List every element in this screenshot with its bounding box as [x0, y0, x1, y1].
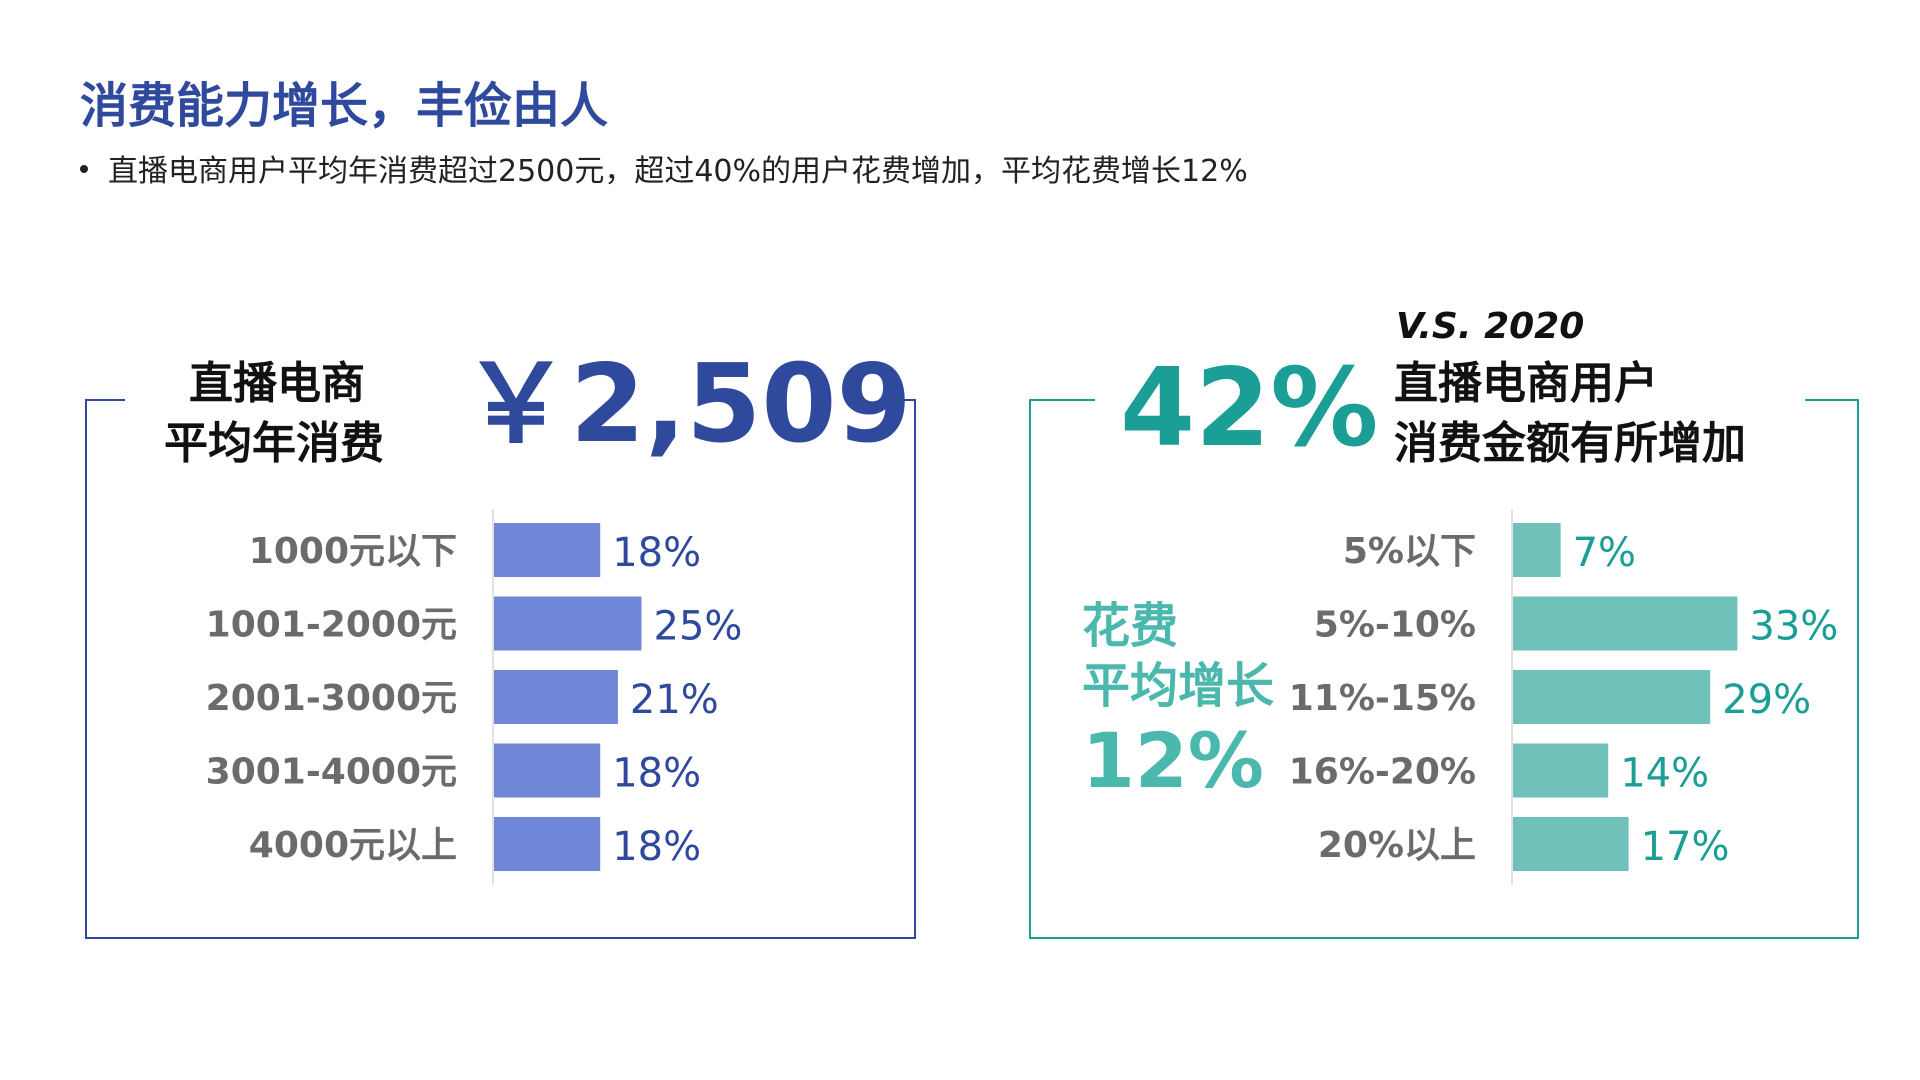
right-bar-5	[1513, 817, 1629, 871]
left-bar-2	[494, 596, 642, 651]
right-bar-3	[1513, 670, 1711, 724]
left-value-label-1: 18%	[612, 530, 701, 576]
summary-bullet: 直播电商用户平均年消费超过2500元，超过40%的用户花费增加，平均花费增长12…	[80, 146, 1248, 190]
left-category-label-4: 3001-4000元	[206, 752, 457, 793]
left-bar-5	[494, 817, 601, 871]
left-category-label-5: 4000元以上	[249, 825, 457, 866]
average-growth-value: 12%	[1082, 716, 1264, 805]
vs-year-label: V.S. 2020	[1396, 306, 1585, 347]
left-value-label-3: 21%	[630, 677, 719, 723]
right-panel-frame	[1029, 399, 1859, 939]
average-growth-line2: 平均增长	[1082, 658, 1275, 714]
left-heading-line2: 平均年消费	[164, 418, 384, 469]
summary-text: 直播电商用户平均年消费超过2500元，超过40%的用户花费增加，平均花费增长12…	[108, 154, 1248, 189]
average-growth-note: 花费 平均增长 12%	[1082, 596, 1274, 806]
right-category-label-5: 20%以上	[1318, 825, 1476, 866]
right-bar-1	[1513, 523, 1561, 577]
right-value-label-4: 14%	[1620, 751, 1709, 797]
left-panel-frame	[85, 399, 916, 939]
left-bar-4	[494, 743, 601, 798]
left-heading-line1: 直播电商	[189, 358, 365, 409]
right-category-label-4: 16%-20%	[1289, 752, 1476, 793]
right-category-label-2: 5%-10%	[1314, 605, 1476, 646]
right-value-label-1: 7%	[1573, 530, 1636, 576]
page-title: 消费能力增长，丰俭由人	[80, 78, 609, 134]
average-spending-value: ￥2,509	[462, 342, 912, 467]
right-increase-bar-chart: 5%以下 7% 5%-10% 33% 11%-15% 29% 16%-20% 14% 20%以上…	[1289, 509, 1838, 885]
left-spending-bar-chart: 1000元以下 18% 1001-2000元 25% 2001-3000元 21% 3001…	[206, 509, 743, 885]
right-heading-line2: 消费金额有所增加	[1394, 418, 1746, 469]
left-heading: 直播电商 平均年消费	[164, 354, 384, 474]
right-value-label-3: 29%	[1722, 677, 1811, 723]
left-value-label-4: 18%	[612, 751, 701, 797]
right-bar-4	[1513, 743, 1609, 798]
right-value-label-5: 17%	[1641, 824, 1730, 870]
left-category-label-3: 2001-3000元	[206, 678, 457, 719]
average-growth-line1: 花费	[1082, 598, 1179, 654]
left-value-label-5: 18%	[612, 824, 701, 870]
left-category-label-1: 1000元以下	[249, 531, 457, 572]
right-value-label-2: 33%	[1749, 604, 1838, 650]
right-heading-line1: 直播电商用户	[1394, 358, 1658, 409]
right-category-label-1: 5%以下	[1343, 531, 1476, 572]
left-value-label-2: 25%	[654, 604, 743, 650]
increase-share-value: 42%	[1120, 346, 1379, 471]
left-bar-3	[494, 670, 618, 724]
right-heading: 直播电商用户 消费金额有所增加	[1394, 354, 1746, 474]
bullet-dot-icon	[80, 164, 88, 173]
left-category-label-2: 1001-2000元	[206, 605, 457, 646]
right-category-label-3: 11%-15%	[1289, 678, 1476, 719]
left-bar-1	[494, 523, 601, 577]
right-bar-2	[1513, 596, 1738, 651]
